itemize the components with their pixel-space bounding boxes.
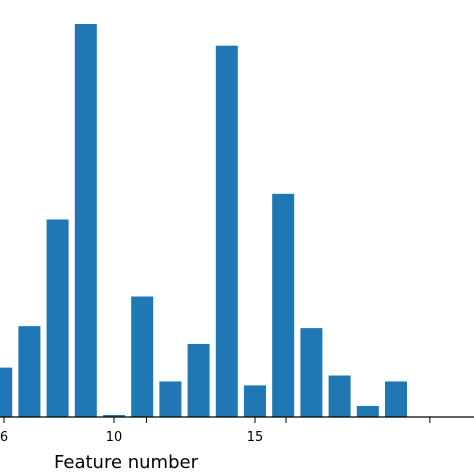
bar-feature-9 [74,23,97,417]
bar-feature-18 [328,375,351,417]
bar-feature-6 [0,367,13,417]
bar-feature-11 [131,296,154,417]
bars-group [0,23,407,417]
x-axis-label: Feature number [54,452,199,473]
bar-feature-10 [103,415,125,417]
bar-feature-15 [244,385,266,417]
bar-feature-17 [300,328,323,417]
bar-feature-7 [18,326,41,417]
x-tick-label: 15 [247,430,264,445]
x-ticks-group: 6 10 15 [0,417,431,445]
bar-feature-16 [272,193,295,417]
x-tick-label: 6 [0,430,8,445]
bar-feature-13 [187,343,210,417]
bar-feature-19 [356,405,379,417]
bar-feature-14 [215,45,238,417]
bar-feature-20 [385,381,407,417]
bar-feature-8 [46,219,69,417]
x-tick-label: 10 [106,430,123,445]
bar-feature-12 [159,381,182,417]
